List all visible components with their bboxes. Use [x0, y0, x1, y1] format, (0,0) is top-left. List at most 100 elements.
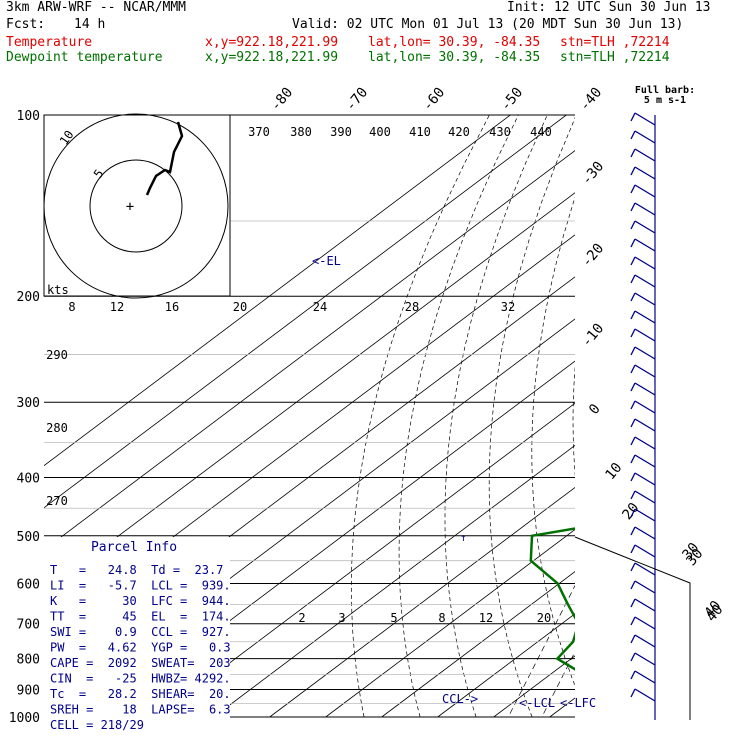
- mixing-ratio-line: [643, 583, 711, 717]
- theta-side-label: 290: [46, 348, 68, 362]
- wind-barb: [634, 544, 656, 558]
- wind-barb-flag: [630, 400, 636, 410]
- wind-barb-flag: [630, 148, 636, 158]
- isotherm-label: -20: [579, 241, 608, 271]
- theta-label: 380: [290, 125, 312, 139]
- wind-barb-flag: [630, 238, 636, 248]
- mixing-ratio-label: 8: [438, 611, 445, 625]
- isotherm-label: -70: [343, 85, 372, 115]
- wind-barb-flag: [630, 130, 636, 140]
- wind-barb: [634, 220, 656, 234]
- wind-barb: [634, 436, 656, 450]
- wind-barb: [634, 526, 656, 540]
- level-annotation: <-EL: [312, 254, 341, 268]
- wind-barb-flag: [630, 418, 636, 428]
- dry-adiabat-line: [652, 115, 740, 717]
- isotherm-label: 10: [602, 460, 625, 483]
- wind-barb: [634, 346, 656, 360]
- temperature-station: stn=TLH ,72214: [560, 35, 670, 50]
- parcel-info-row: SWI = 0.9 CCL = 927.: [50, 625, 231, 639]
- wind-barb-flag: [630, 364, 636, 374]
- wind-barb-flag: [630, 202, 636, 212]
- wind-barb-flag: [630, 652, 636, 662]
- isotherm-line: [44, 192, 575, 593]
- barb-legend-units: 5 m s-1: [644, 95, 686, 106]
- sounding-curves: [529, 115, 740, 717]
- theta-side-label: 270: [46, 494, 68, 508]
- isotherm-line: [381, 571, 575, 718]
- wind-barb-flag: [630, 634, 636, 644]
- hodograph-ring-label: 10: [57, 128, 77, 148]
- temperature-profile: [633, 115, 740, 717]
- wind-barb-flag: [630, 112, 636, 122]
- wind-barb: [634, 256, 656, 270]
- pressure-tick-label: 700: [17, 618, 40, 633]
- theta-label: 410: [409, 125, 431, 139]
- dewpoint-legend: Dewpoint temperature: [6, 50, 163, 65]
- wind-barb-flag: [630, 490, 636, 500]
- wind-barb: [634, 400, 656, 414]
- mixing-ratio-label: 3: [338, 611, 345, 625]
- parcel-info-row: PW = 4.62 YGP = 0.3: [50, 641, 231, 655]
- hodograph-units: kts: [47, 283, 69, 297]
- isotherm-line: [718, 115, 740, 717]
- wind-barb-flag: [630, 688, 636, 698]
- forecast-hours: 14 h: [74, 17, 106, 32]
- dewpoint-xy: x,y=922.18,221.99: [205, 50, 339, 65]
- pressure-tick-label: 100: [17, 109, 40, 124]
- isotherm-line: [157, 402, 575, 718]
- dry-adiabats: [351, 115, 740, 718]
- dry-adiabat-line: [689, 115, 740, 717]
- theta-label: 390: [330, 125, 352, 139]
- isotherm-label: 0: [586, 401, 604, 418]
- isotherm-label: -40: [577, 85, 606, 115]
- wind-barb-flag: [630, 616, 636, 626]
- pressure-tick-label: 400: [17, 471, 40, 486]
- wind-barb-flag: [630, 508, 636, 518]
- barb-frame: [574, 536, 691, 720]
- dry-adiabat-line: [725, 115, 740, 717]
- hodograph-axis-label: 32: [501, 300, 515, 314]
- level-annotation: CCL->: [442, 692, 478, 706]
- pressure-tick-label: 300: [17, 396, 40, 411]
- hodograph-axis-label: 8: [68, 300, 75, 314]
- wind-barb-flag: [630, 670, 636, 680]
- wind-barb: [634, 274, 656, 288]
- wind-barb-flag: [630, 328, 636, 338]
- wind-barb-flag: [630, 310, 636, 320]
- level-annotation: <-LCL: [519, 696, 555, 710]
- hodograph-trace: [145, 121, 184, 196]
- mixing-ratio-line: [507, 584, 575, 718]
- parcel-info-row: LI = -5.7 LCL = 939.: [50, 579, 231, 593]
- mixing-ratio-line: [541, 651, 575, 718]
- wind-barb-flag: [630, 166, 636, 176]
- isotherm-label: -10: [579, 321, 608, 351]
- dewpoint-station: stn=TLH ,72214: [560, 50, 670, 65]
- dry-adiabat-line: [398, 115, 519, 718]
- isotherm-line: [493, 655, 575, 718]
- wind-barb: [634, 670, 656, 684]
- isotherm-line: [101, 360, 575, 718]
- isotherm-label: -60: [420, 85, 449, 115]
- model-title: 3km ARW-WRF -- NCAR/MMM: [6, 0, 187, 15]
- wind-barb: [634, 562, 656, 576]
- temperature-latlon: lat,lon= 30.39, -84.35: [368, 35, 541, 50]
- wind-barb: [634, 418, 656, 432]
- wind-barb: [634, 328, 656, 342]
- hodograph-axis-label: 28: [405, 300, 419, 314]
- wind-barb-flag: [630, 346, 636, 356]
- wind-barb: [634, 508, 656, 522]
- parcel-info-row: T = 24.8 Td = 23.7: [50, 563, 223, 577]
- wind-barb-flag: [630, 562, 636, 572]
- theta-label: 420: [448, 125, 470, 139]
- dry-adiabat-line: [444, 115, 548, 718]
- theta-label: 440: [530, 125, 552, 139]
- parcel-info-row: K = 30 LFC = 944.: [50, 594, 231, 608]
- wind-barb: [634, 238, 656, 252]
- temperature-legend: Temperature: [6, 35, 93, 50]
- theta-label: 400: [369, 125, 391, 139]
